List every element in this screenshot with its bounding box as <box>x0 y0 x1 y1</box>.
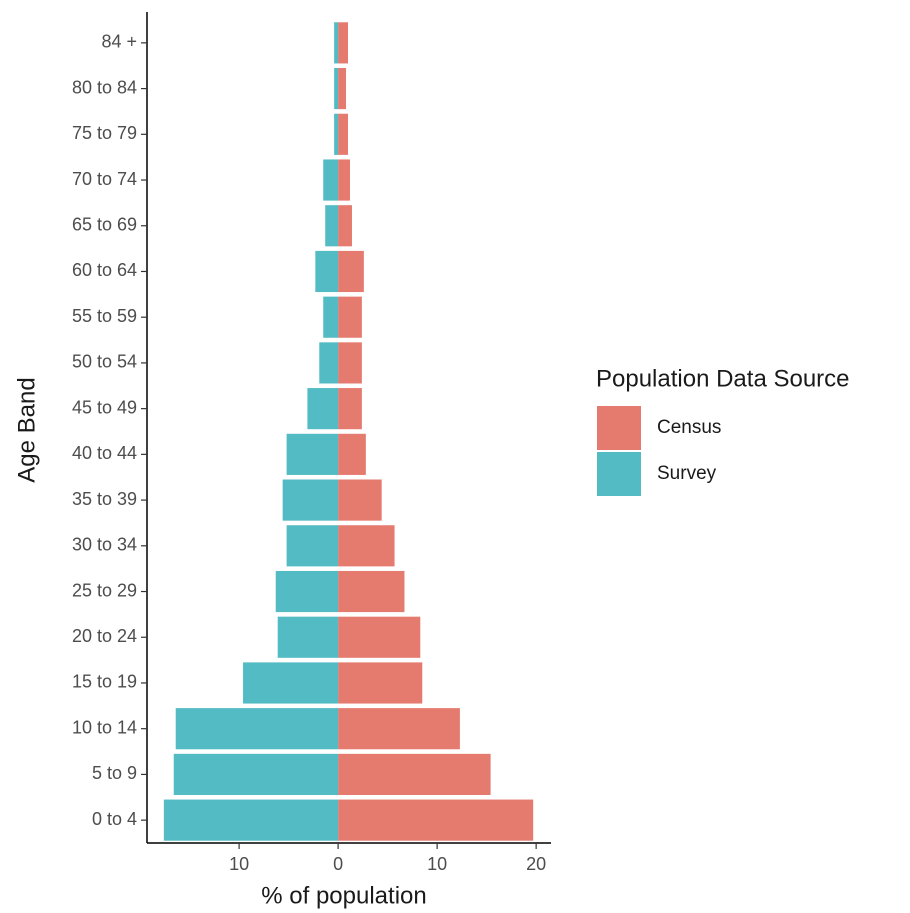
bar <box>338 799 534 841</box>
y-tick-label: 0 to 4 <box>92 809 137 829</box>
y-tick-label: 40 to 44 <box>72 443 137 463</box>
y-tick-label: 30 to 34 <box>72 535 137 555</box>
y-tick-label: 70 to 74 <box>72 169 137 189</box>
bar <box>338 388 362 430</box>
bar <box>286 433 339 475</box>
bar <box>338 616 421 658</box>
bar <box>163 799 339 841</box>
x-axis-title: % of population <box>261 882 426 909</box>
bar <box>338 570 405 613</box>
y-tick-label: 75 to 79 <box>72 123 137 143</box>
bar <box>338 250 364 293</box>
bar <box>243 662 339 704</box>
bar <box>323 296 339 338</box>
bar <box>282 479 339 521</box>
legend-title: Population Data Source <box>596 365 850 392</box>
y-tick-label: 20 to 24 <box>72 626 137 646</box>
x-tick-label: 20 <box>526 854 546 874</box>
bar <box>286 525 339 567</box>
legend-key <box>597 452 641 496</box>
bar <box>338 22 349 64</box>
bar <box>338 662 423 704</box>
bar <box>338 159 350 201</box>
bar <box>338 433 366 475</box>
bar <box>334 22 339 64</box>
bar <box>338 479 382 521</box>
bar <box>323 159 339 201</box>
y-tick-label: 25 to 29 <box>72 580 137 600</box>
y-tick-label: 5 to 9 <box>92 763 137 783</box>
y-axis-title: Age Band <box>13 377 40 482</box>
bar <box>338 205 352 247</box>
x-tick-label: 10 <box>427 854 447 874</box>
x-tick-label: 10 <box>229 854 249 874</box>
bar <box>175 708 339 750</box>
bar <box>173 753 339 795</box>
bar <box>319 342 339 384</box>
bar <box>275 570 339 613</box>
legend-key <box>597 406 641 450</box>
bar <box>334 113 339 155</box>
y-tick-label: 65 to 69 <box>72 215 137 235</box>
y-tick-label: 55 to 59 <box>72 306 137 326</box>
legend-label: Survey <box>657 463 717 484</box>
y-tick-label: 35 to 39 <box>72 489 137 509</box>
y-tick-label: 45 to 49 <box>72 397 137 417</box>
bar <box>338 68 347 110</box>
bar <box>338 113 349 155</box>
y-tick-label: 80 to 84 <box>72 77 137 97</box>
bar <box>338 342 362 384</box>
x-tick-label: 0 <box>333 854 343 874</box>
bar <box>338 753 491 795</box>
bar <box>338 708 460 750</box>
bar <box>334 68 339 110</box>
bar <box>325 205 339 247</box>
bar <box>338 296 362 338</box>
legend-label: Census <box>657 417 721 438</box>
bar <box>338 525 395 567</box>
bar <box>307 388 339 430</box>
y-tick-label: 15 to 19 <box>72 672 137 692</box>
y-tick-label: 84 + <box>101 32 137 52</box>
y-tick-label: 60 to 64 <box>72 260 137 280</box>
bar <box>315 250 339 293</box>
y-tick-label: 50 to 54 <box>72 352 137 372</box>
y-tick-label: 10 to 14 <box>72 717 137 737</box>
bar <box>277 616 339 658</box>
